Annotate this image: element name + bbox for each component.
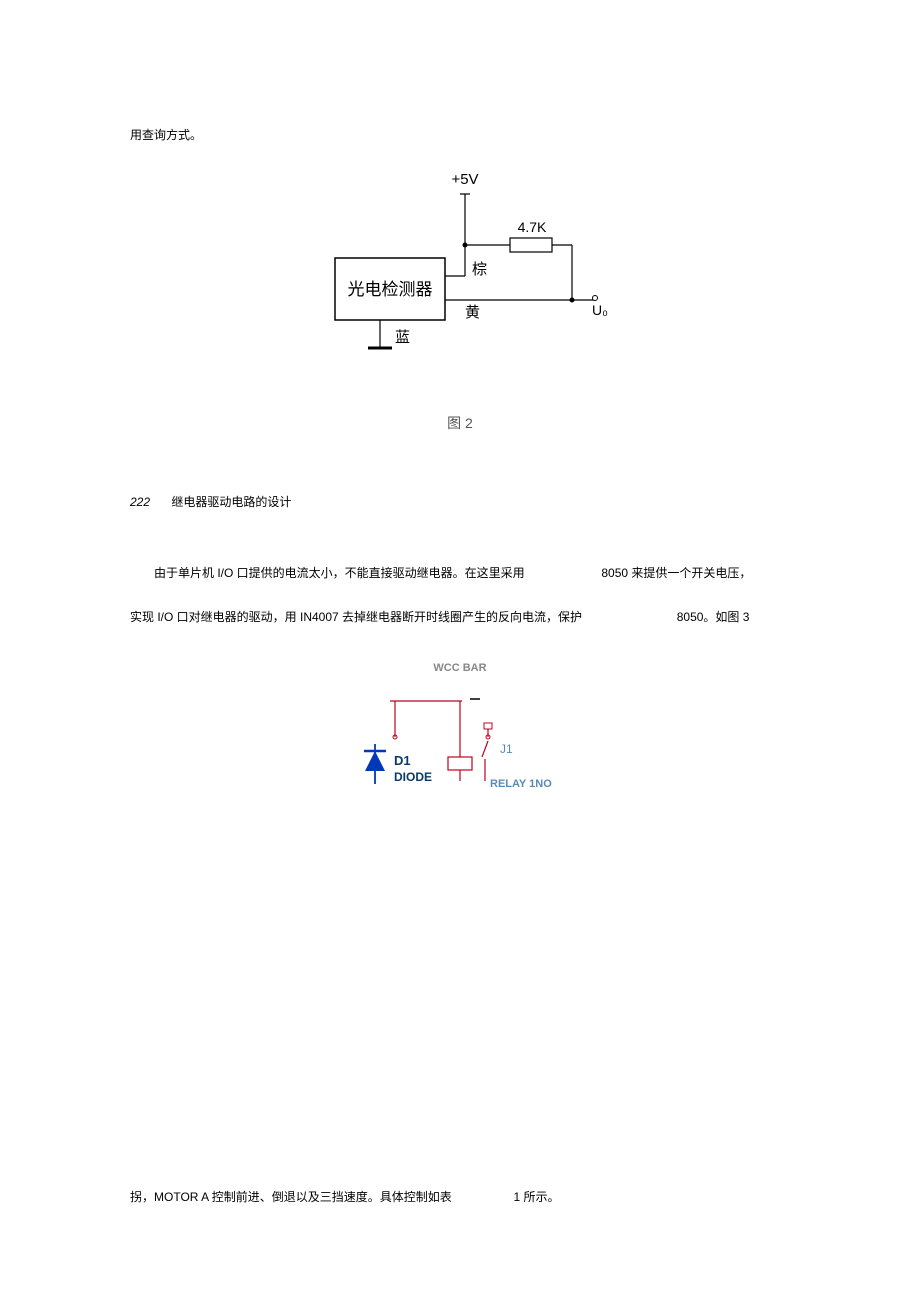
section-number: 222 [130, 495, 150, 509]
relay-name-label: RELAY 1NO [490, 778, 552, 790]
figure-3-container: WCC BAR D1 DIODE [130, 662, 790, 812]
figure-2-caption: 图 2 [130, 413, 790, 433]
paragraph-motor-control: 拐，MOTOR A 控制前进、倒退以及三挡速度。具体控制如表 1 所示。 [130, 1182, 790, 1212]
para2-run3: 实现 I/O 口对继电器的驱动，用 IN4007 去掉继电器断开时线圈产生的反向… [130, 610, 582, 624]
diode-ref-label: D1 [394, 753, 411, 768]
figure-3-circuit: D1 DIODE J1 RELAY 1NO [340, 689, 580, 809]
wire-blue-label: 蓝 [395, 329, 410, 346]
paragraph-relay-driver-2: 实现 I/O 口对继电器的驱动，用 IN4007 去掉继电器断开时线圈产生的反向… [130, 602, 790, 632]
para2-run1: 由于单片机 I/O 口提供的电流太小，不能直接驱动继电器。在这里采用 [154, 566, 525, 580]
resistor-label: 4.7K [518, 219, 547, 235]
diode-name-label: DIODE [394, 770, 432, 784]
relay-ref-label: J1 [500, 742, 513, 756]
figure-3-top-label: WCC BAR [130, 662, 790, 674]
wire-yellow-label: 黄 [465, 304, 480, 321]
para3-run2: 1 所示。 [513, 1190, 559, 1204]
para3-run1: 拐，MOTOR A 控制前进、倒退以及三挡速度。具体控制如表 [130, 1190, 452, 1204]
supply-voltage-label: +5V [451, 171, 478, 188]
section-title: 继电器驱动电路的设计 [171, 495, 291, 509]
figure-2-container: +5V 4.7K U₀ 光电检测器 棕 黄 蓝 图 2 [130, 170, 790, 433]
output-label: U₀ [592, 302, 608, 318]
wire-brown-label: 棕 [472, 261, 487, 278]
figure-2-circuit: +5V 4.7K U₀ 光电检测器 棕 黄 蓝 [310, 170, 610, 400]
paragraph-query-mode: 用查询方式。 [130, 120, 790, 150]
detector-block-label: 光电检测器 [348, 280, 433, 299]
paragraph-relay-driver: 由于单片机 I/O 口提供的电流太小，不能直接驱动继电器。在这里采用 8050 … [130, 558, 790, 588]
para2-run2: 8050 来提供一个开关电压， [601, 566, 751, 580]
para2-run4: 8050。如图 3 [677, 610, 750, 624]
section-222-heading: 222 继电器驱动电路的设计 [130, 493, 790, 510]
